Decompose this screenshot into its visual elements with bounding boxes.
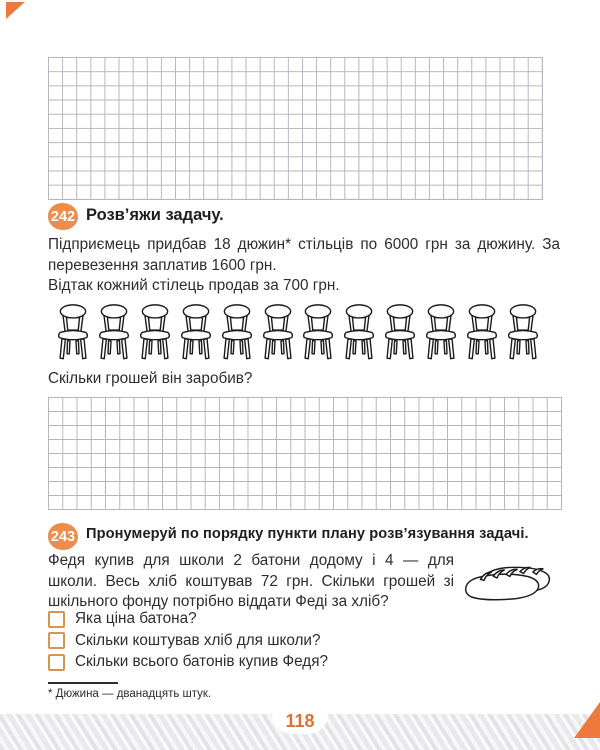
chair-icon [221,304,252,360]
chair-icon [139,304,170,360]
chair-icon [98,304,129,360]
checklist-item: Яка ціна батона? [48,609,328,629]
task-242-number: 242 [50,208,76,225]
task-242-paragraph-2: Відтак кожний стілець продав за 700 грн. [48,277,340,295]
task-243-number: 243 [50,528,76,545]
task-242-title: Розв’яжи задачу. [86,206,224,224]
checkbox[interactable] [48,632,65,649]
task-242-question: Скільки грошей він заробив? [48,370,253,387]
checklist-item: Скільки всього батонів купив Федя? [48,652,328,672]
chair-icon [507,304,539,360]
checkbox[interactable] [48,610,65,628]
chair-icon [344,304,375,360]
checklist-item: Скільки коштував хліб для школи? [48,631,328,651]
task-243-title: Пронумеруй по порядку пункти плану розв’… [86,526,529,542]
corner-triangle-top-left [6,2,25,19]
chair-icon [426,304,457,360]
page-number: 118 [285,711,315,731]
task-242-text: Підприємець придбав 18 дюжин* стільців п… [48,235,560,297]
chairs-row [56,303,540,363]
chair-icon [180,304,211,360]
chair-icon [262,304,293,360]
chair-icon [57,304,89,360]
answer-grid-2[interactable] [48,397,562,510]
task-243-text: Федя купив для школи 2 батони додому і 4… [48,552,454,611]
footnote: * Дюжина — дванадцять штук. [48,688,212,700]
checklist-item-label: Скільки всього батонів купив Федя? [75,653,328,670]
checklist-item-label: Скільки коштував хліб для школи? [75,631,321,649]
checklist: Яка ціна батона? Скільки коштував хліб дл… [48,609,328,674]
footnote-divider [48,682,118,684]
page-number-chip [272,714,328,734]
task-242-badge: 242 [48,203,78,230]
chair-icon [303,304,334,360]
checklist-item-label: Яка ціна батона? [75,610,197,627]
bread-icon [464,566,551,601]
answer-grid-1[interactable] [48,57,543,200]
chair-icon [467,304,498,360]
checkbox[interactable] [48,653,65,671]
task-243-badge: 243 [48,523,78,550]
chair-icon [385,304,416,360]
task-242-paragraph-1: Підприємець придбав 18 дюжин* стільців п… [48,236,560,274]
